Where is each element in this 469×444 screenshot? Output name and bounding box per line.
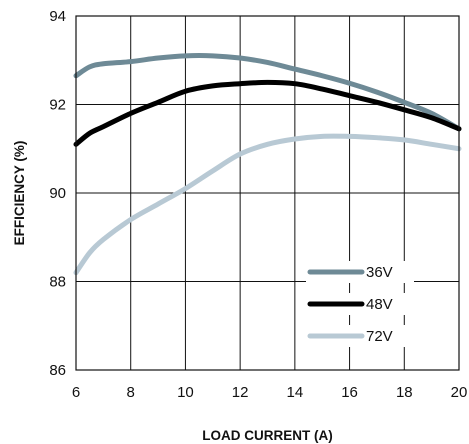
y-tick-label-94: 94 [49,8,66,25]
y-tick-label-86: 86 [49,362,66,379]
series-line-48v [73,79,462,147]
series-layer [73,53,462,276]
x-tick-label-18: 18 [396,384,413,401]
legend-label-48v: 48V [366,296,393,313]
plot-frame [75,15,460,371]
y-tick-label-92: 92 [49,97,66,114]
x-tick-label-20: 20 [451,384,468,401]
y-tick-label-88: 88 [49,274,66,291]
x-tick-label-14: 14 [287,384,304,401]
x-tick-label-6: 6 [72,384,80,401]
series-line-72v [73,133,462,276]
x-tick-label-10: 10 [177,384,194,401]
series-line-36v [73,53,462,132]
grid [76,16,459,370]
y-tick-labels: 86 88 90 92 94 [49,8,66,379]
y-tick-label-90: 90 [49,185,66,202]
x-tick-label-16: 16 [341,384,358,401]
x-tick-label-12: 12 [232,384,249,401]
x-tick-labels: 6 8 10 12 14 16 18 20 [72,384,468,401]
legend: 36V 48V 72V [306,261,414,347]
x-axis-title: LOAD CURRENT (A) [202,428,333,443]
y-axis-title: EFFICIENCY (%) [12,141,27,246]
x-tick-label-8: 8 [127,384,135,401]
legend-label-36v: 36V [366,264,393,281]
legend-label-72v: 72V [366,328,393,345]
